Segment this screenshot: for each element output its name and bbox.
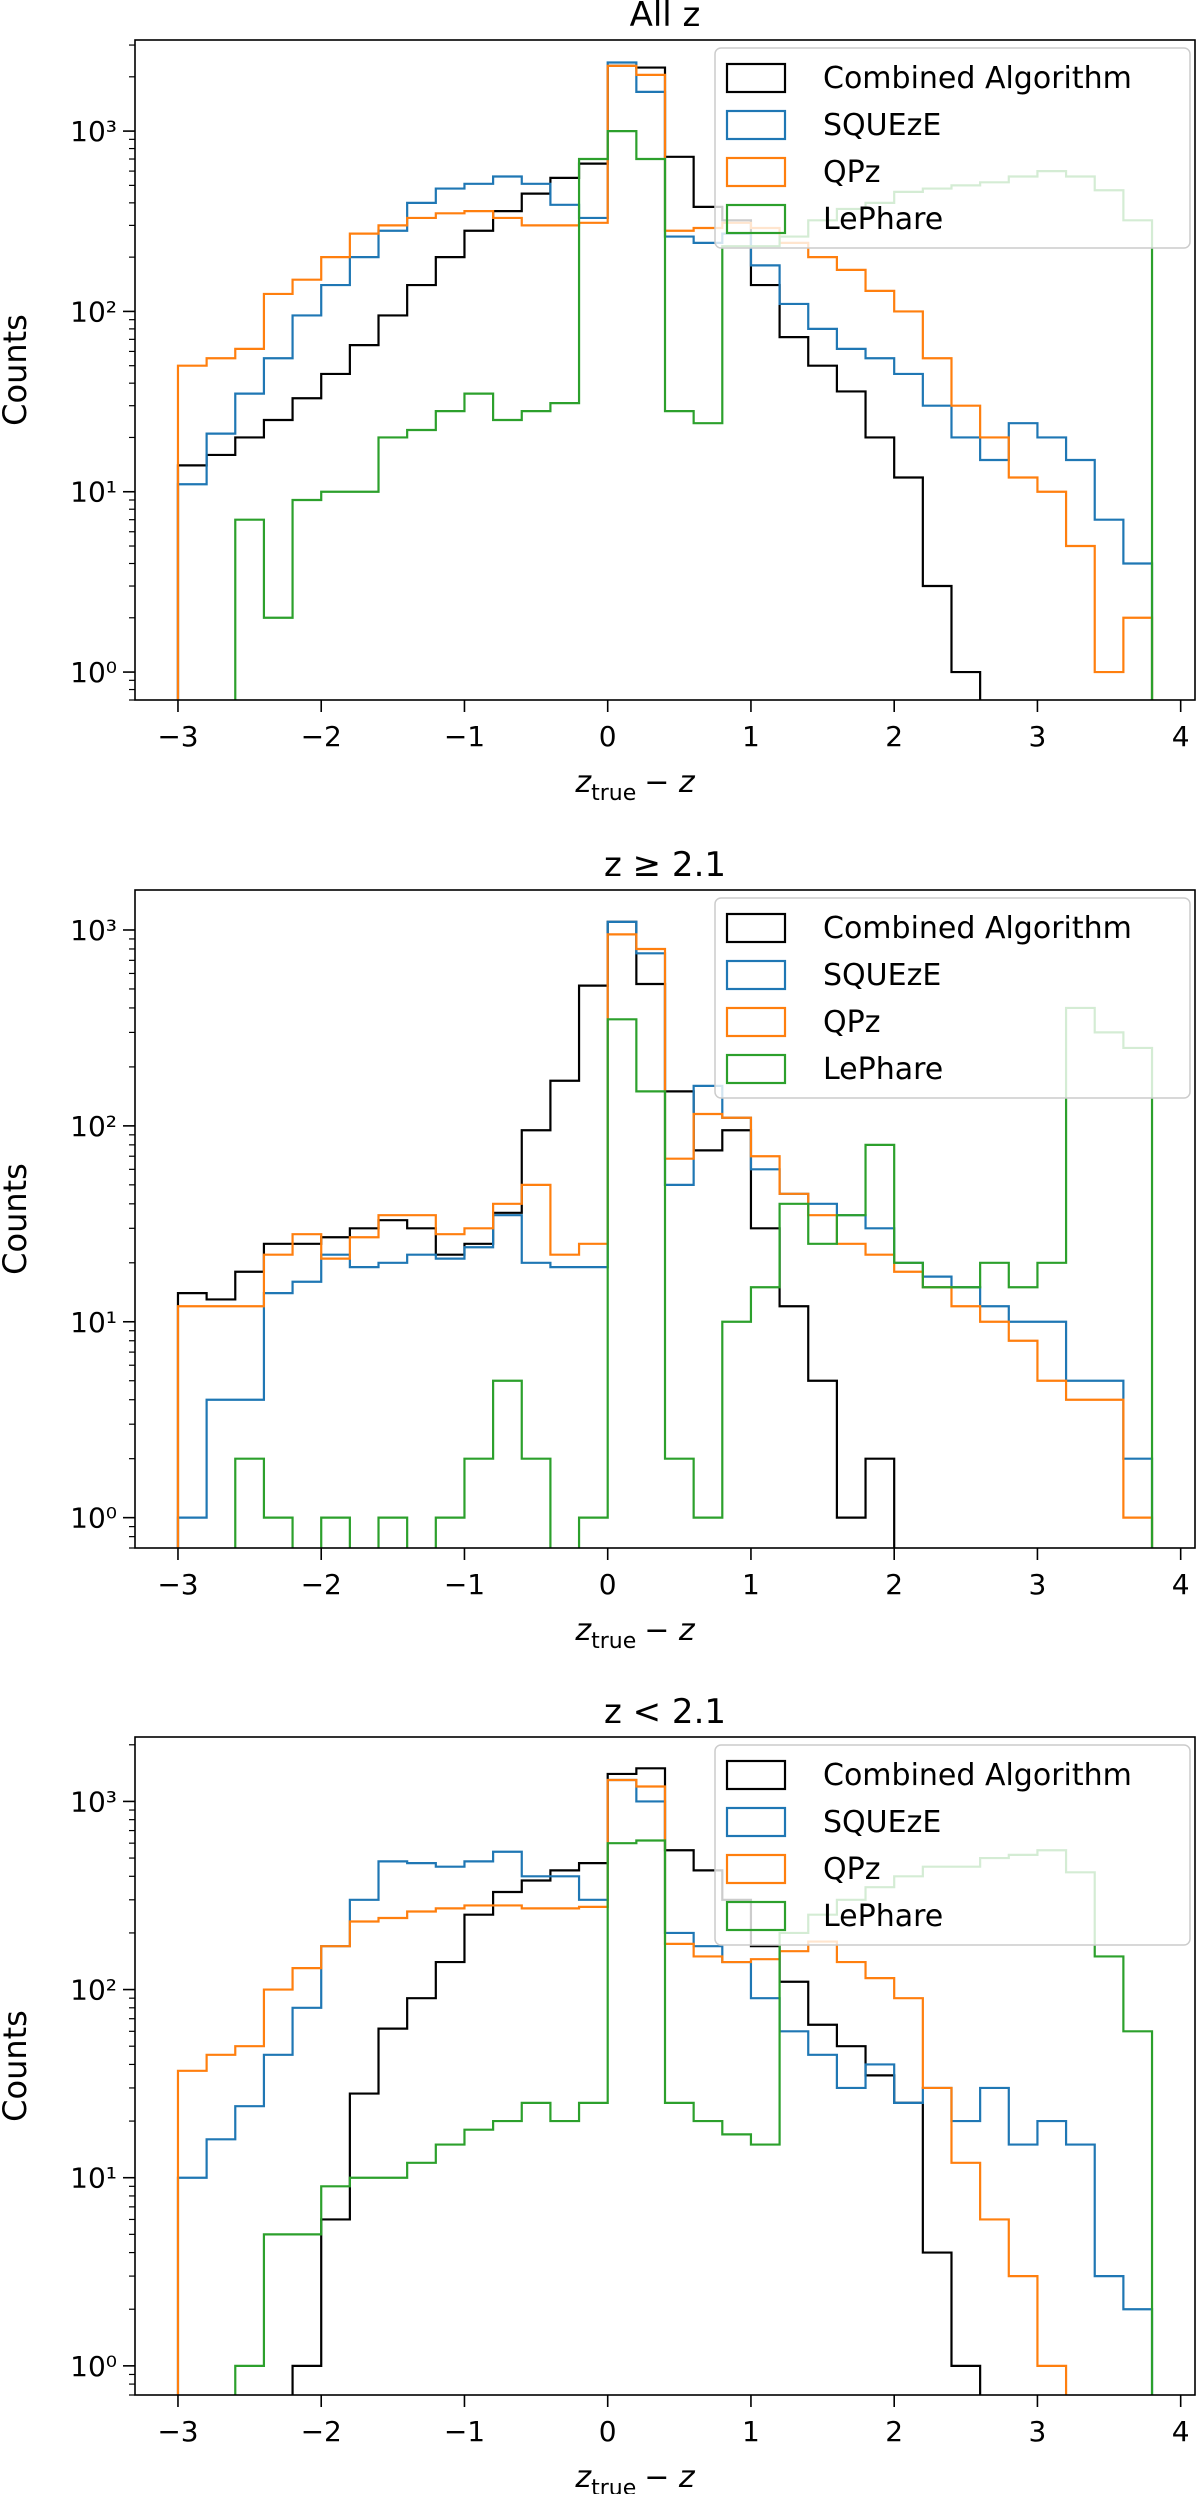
- x-tick-label: 2: [885, 1568, 903, 1601]
- legend-swatch-qpz: [725, 156, 787, 188]
- y-tick-label: 10²: [70, 1974, 117, 2007]
- legend-swatch-lephare: [725, 1900, 787, 1932]
- legend-swatch-lephare: [725, 1053, 787, 1085]
- series-line-lephare: [234, 1006, 1154, 1548]
- series-group: [176, 920, 1154, 1548]
- y-tick-label: 10⁰: [70, 1502, 117, 1535]
- legend-label: Combined Algorithm: [823, 911, 1132, 946]
- chart-panel-2: z ≥ 2.1 −3 −2 −1 0 1 2 3 4 10⁰ 10¹ 10² 10³ ztrue − z Co…: [0, 845, 1196, 1654]
- x-axis-label-tail: − z: [644, 1613, 696, 1648]
- x-tick-label: −3: [157, 2415, 198, 2448]
- x-axis-label-subscript: true: [591, 2476, 636, 2494]
- legend-label: Combined Algorithm: [823, 61, 1132, 96]
- legend-box: [714, 47, 1191, 249]
- x-axis-label: ztrue − z: [574, 765, 696, 806]
- x-tick-label: 4: [1172, 2415, 1190, 2448]
- x-tick-label: −2: [301, 2415, 342, 2448]
- series-line-combined-algorithm: [291, 1767, 982, 2395]
- x-tick-label: 4: [1172, 720, 1190, 753]
- y-axis-label: Counts: [0, 1163, 34, 1275]
- legend-label: QPz: [823, 155, 880, 190]
- y-tick-label: 10³: [70, 115, 117, 148]
- x-tick-label: −3: [157, 1568, 198, 1601]
- x-tick-label: 0: [599, 2415, 617, 2448]
- x-axis-label-tail: − z: [644, 765, 696, 800]
- x-axis-label-symbol: z: [574, 2460, 592, 2494]
- x-tick-label: −1: [444, 1568, 485, 1601]
- x-tick-label: 1: [742, 1568, 760, 1601]
- chart-panel-1: All z −3 −2 −1 0 1 2 3 4 10⁰ 10¹ 10² 10³ ztrue − z Coun…: [0, 0, 1196, 806]
- legend-label: SQUEzE: [823, 958, 941, 993]
- series-line-qpz: [176, 933, 1154, 1548]
- x-axis-label-subscript: true: [591, 781, 636, 806]
- legend-swatch-qpz: [725, 1006, 787, 1038]
- y-tick-label: 10³: [70, 1785, 117, 1818]
- legend-label: QPz: [823, 1852, 880, 1887]
- legend-swatch-lephare: [725, 203, 787, 235]
- chart-title: z < 2.1: [604, 1692, 726, 1732]
- legend-label: SQUEzE: [823, 108, 941, 143]
- x-tick-label: −2: [301, 1568, 342, 1601]
- y-tick-label: 10⁰: [70, 2350, 117, 2383]
- x-tick-label: 3: [1029, 2415, 1047, 2448]
- x-tick-label: 1: [742, 2415, 760, 2448]
- legend-label: LePhare: [823, 1899, 943, 1934]
- legend-swatch-combined-algorithm: [725, 1759, 787, 1791]
- legend-label: LePhare: [823, 1052, 943, 1087]
- series-group: [176, 61, 1154, 700]
- x-axis-label-tail: − z: [644, 2460, 696, 2494]
- legend-swatch-squeze: [725, 1806, 787, 1838]
- x-axis-label: ztrue − z: [574, 1613, 696, 1654]
- legend-swatch-combined-algorithm: [725, 912, 787, 944]
- x-tick-label: 4: [1172, 1568, 1190, 1601]
- chart-title: z ≥ 2.1: [604, 845, 726, 885]
- x-tick-label: −1: [444, 720, 485, 753]
- y-axis-label: Counts: [0, 314, 34, 426]
- x-tick-label: 3: [1029, 720, 1047, 753]
- legend-swatch-combined-algorithm: [725, 62, 787, 94]
- series-line-qpz: [176, 1778, 1068, 2395]
- x-tick-label: −3: [157, 720, 198, 753]
- x-tick-label: −2: [301, 720, 342, 753]
- y-tick-label: 10¹: [70, 1306, 117, 1339]
- legend-swatch-squeze: [725, 109, 787, 141]
- x-tick-label: 0: [599, 1568, 617, 1601]
- legend-swatch-qpz: [725, 1853, 787, 1885]
- plot-frame: [134, 39, 1196, 701]
- y-tick-label: 10¹: [70, 2162, 117, 2195]
- x-tick-label: 0: [599, 720, 617, 753]
- x-axis-label-symbol: z: [574, 765, 592, 800]
- y-axis-label: Counts: [0, 2010, 34, 2122]
- y-tick-label: 10³: [70, 914, 117, 947]
- y-tick-label: 10¹: [70, 476, 117, 509]
- legend-label: LePhare: [823, 202, 943, 237]
- legend-label: SQUEzE: [823, 1805, 941, 1840]
- x-tick-label: 3: [1029, 1568, 1047, 1601]
- legend-box: [714, 897, 1191, 1099]
- legend-swatch-squeze: [725, 959, 787, 991]
- y-tick-label: 10⁰: [70, 656, 117, 689]
- x-axis-label-subscript: true: [591, 1629, 636, 1654]
- legend-box: [714, 1744, 1191, 1946]
- y-tick-label: 10²: [70, 1110, 117, 1143]
- x-axis-label: ztrue − z: [574, 2460, 696, 2494]
- legend-label: QPz: [823, 1005, 880, 1040]
- x-tick-label: 2: [885, 720, 903, 753]
- plot-frame: [134, 889, 1196, 1549]
- chart-title: All z: [630, 0, 701, 35]
- legend-label: Combined Algorithm: [823, 1758, 1132, 1793]
- x-tick-label: −1: [444, 2415, 485, 2448]
- y-tick-label: 10²: [70, 295, 117, 328]
- x-axis-label-symbol: z: [574, 1613, 592, 1648]
- x-tick-label: 1: [742, 720, 760, 753]
- chart-panel-3: z < 2.1 −3 −2 −1 0 1 2 3 4 10⁰ 10¹ 10² 10³ ztrue − z Co…: [0, 1692, 1196, 2494]
- x-tick-label: 2: [885, 2415, 903, 2448]
- plot-frame: [134, 1736, 1196, 2396]
